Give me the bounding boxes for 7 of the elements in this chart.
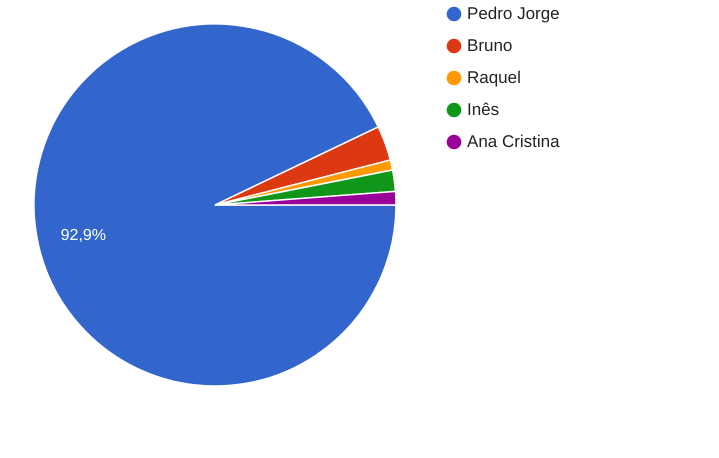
legend-label: Bruno [467, 36, 512, 55]
legend-label: Inês [467, 100, 500, 119]
legend-label: Pedro Jorge [467, 4, 560, 23]
legend-label: Raquel [467, 68, 521, 87]
data-label: 92,9% [60, 226, 106, 244]
legend-label: Ana Cristina [467, 132, 560, 151]
pie-slice [33, 23, 397, 387]
